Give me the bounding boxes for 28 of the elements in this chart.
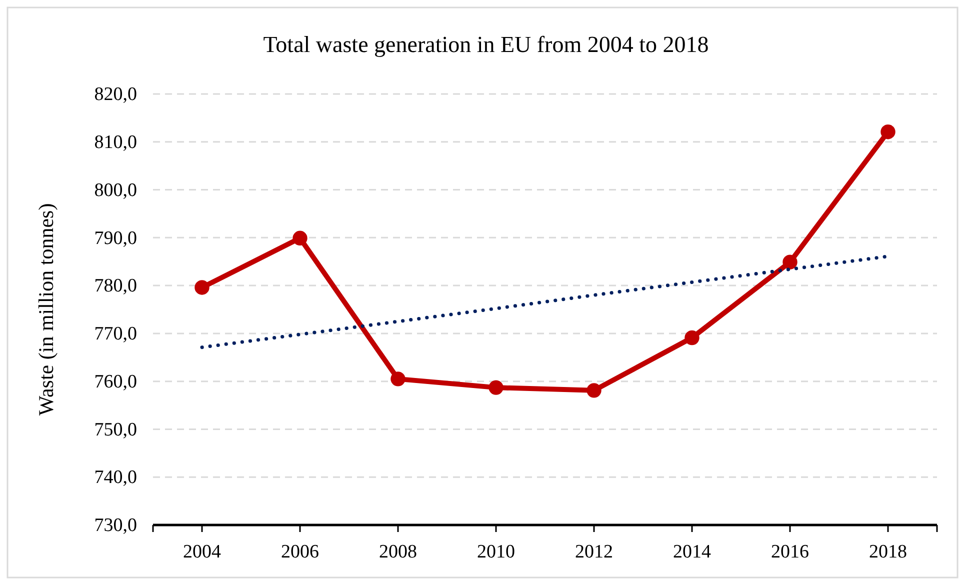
point xyxy=(880,124,896,140)
x-tick-label: 2012 xyxy=(575,541,613,562)
y-tick-label: 800,0 xyxy=(94,180,137,201)
y-tick-label: 740,0 xyxy=(94,467,137,488)
x-tick-label: 2006 xyxy=(281,541,319,562)
point xyxy=(194,280,210,295)
chart-title: Total waste generation in EU from 2004 to 2018 xyxy=(263,32,709,57)
y-axis-title: Waste (in million tonnes) xyxy=(34,203,58,416)
x-tick-label: 2004 xyxy=(183,541,222,562)
x-tick-label: 2008 xyxy=(379,541,417,562)
point xyxy=(782,254,798,270)
x-tick-label: 2018 xyxy=(869,541,907,562)
point xyxy=(684,330,700,346)
x-tick-label: 2014 xyxy=(673,541,712,562)
point xyxy=(292,230,308,246)
y-tick-label: 820,0 xyxy=(94,84,137,106)
x-tick-label: 2010 xyxy=(477,541,515,562)
point xyxy=(488,380,504,395)
x-tick-label: 2016 xyxy=(771,541,809,562)
y-tick-label: 750,0 xyxy=(94,419,137,440)
y-tick-label: 730,0 xyxy=(94,515,137,536)
point xyxy=(390,372,406,386)
y-tick-label: 810,0 xyxy=(94,132,137,153)
y-tick-label: 760,0 xyxy=(94,371,137,392)
y-tick-label: 790,0 xyxy=(94,228,137,249)
point xyxy=(586,383,602,398)
y-tick-label: 780,0 xyxy=(94,276,137,297)
y-tick-label: 770,0 xyxy=(94,324,137,345)
